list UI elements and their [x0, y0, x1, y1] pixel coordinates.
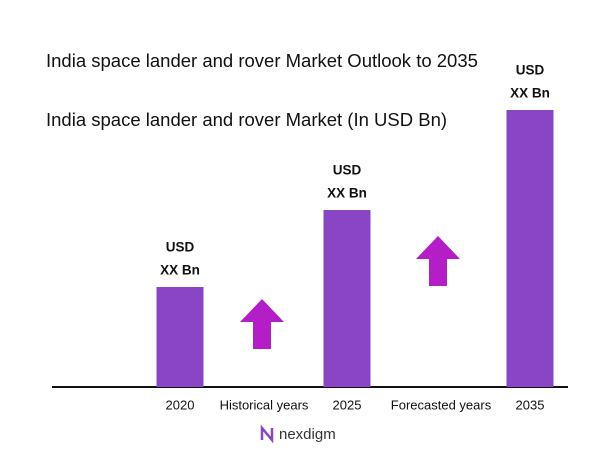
chart-title: India space lander and rover Market Outl…: [46, 50, 478, 71]
logo-icon: [260, 424, 274, 444]
brand: nexdigm: [279, 426, 336, 443]
x-tick-label: 2035: [516, 397, 545, 412]
bar: [506, 110, 554, 387]
x-tick-label: 2025: [333, 397, 362, 412]
data-label: USD: [333, 163, 362, 178]
arrow: [416, 236, 460, 286]
data-label: USD: [166, 240, 195, 255]
chart-subtitle: India space lander and rover Market (In …: [46, 109, 448, 130]
annotation: Historical years: [220, 397, 309, 412]
bar: [156, 287, 204, 387]
x-tick-label: 2020: [166, 397, 195, 412]
data-label: XX Bn: [510, 86, 550, 101]
annotation: Forecasted years: [391, 397, 492, 412]
bar: [323, 210, 371, 387]
data-label: XX Bn: [160, 263, 200, 278]
arrow: [240, 299, 284, 349]
data-label: XX Bn: [327, 186, 367, 201]
data-label: USD: [516, 63, 545, 78]
